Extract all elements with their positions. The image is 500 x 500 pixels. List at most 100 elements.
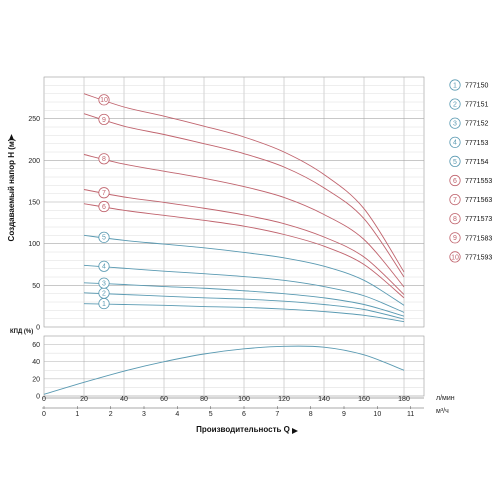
y-axis-arrow-icon bbox=[9, 134, 14, 140]
legend-series-name: 7771563 bbox=[465, 197, 492, 204]
curve-marker-4 bbox=[98, 260, 110, 272]
efficiency-curve bbox=[43, 345, 405, 395]
head-y-tick-label: 250 bbox=[28, 116, 40, 123]
x-tick-label-m3h: 2 bbox=[109, 411, 113, 418]
x-unit-lpm: л/мин bbox=[436, 395, 455, 402]
head-y-tick-label: 100 bbox=[28, 241, 40, 248]
head-curve-2 bbox=[83, 292, 405, 320]
curve-marker-10 bbox=[98, 94, 110, 106]
x-tick-label-lpm: 180 bbox=[398, 396, 410, 403]
legend-marker-6 bbox=[449, 174, 461, 187]
legend-marker-1 bbox=[449, 79, 461, 91]
x-tick-label-m3h: 7 bbox=[275, 411, 279, 418]
head-curve-3 bbox=[83, 282, 405, 317]
legend-marker-5 bbox=[449, 155, 461, 167]
legend-series-name: 7771553 bbox=[465, 178, 492, 185]
curve-marker-label-9: 9 bbox=[102, 117, 106, 124]
legend-series-name: 777154 bbox=[465, 159, 488, 166]
x-tick-label-lpm: 80 bbox=[200, 396, 208, 403]
legend-marker-label-4: 4 bbox=[453, 140, 457, 147]
curve-marker-label-10: 10 bbox=[100, 97, 108, 104]
head-curve-10 bbox=[83, 93, 405, 273]
legend-marker-label-1: 1 bbox=[453, 82, 457, 89]
curve-marker-label-8: 8 bbox=[102, 156, 106, 163]
x-tick-label-lpm: 160 bbox=[358, 396, 370, 403]
head-curve-8 bbox=[83, 154, 405, 288]
efficiency-y-tick-label: 20 bbox=[32, 376, 40, 383]
head-curve-7 bbox=[83, 189, 405, 295]
x-axis-title: Производительность Q bbox=[196, 425, 290, 434]
legend-marker-2 bbox=[449, 98, 461, 110]
head-curve-1 bbox=[83, 303, 405, 323]
curve-marker-label-3: 3 bbox=[102, 281, 106, 288]
legend-series-name: 777152 bbox=[465, 121, 488, 128]
curve-marker-3 bbox=[98, 277, 110, 289]
head-y-tick-label: 0 bbox=[36, 325, 40, 332]
x-tick-label-m3h: 9 bbox=[342, 411, 346, 418]
legend-marker-3 bbox=[449, 117, 461, 129]
legend-marker-9 bbox=[449, 232, 461, 244]
head-curve-4 bbox=[83, 264, 405, 313]
x-tick-label-lpm: 20 bbox=[80, 396, 88, 403]
legend-series-name: 7771593 bbox=[465, 254, 492, 261]
x-tick-label-m3h: 3 bbox=[142, 411, 146, 418]
x-tick-label-m3h: 10 bbox=[373, 411, 381, 418]
y-axis-title-efficiency: КПД (%) bbox=[10, 329, 33, 335]
legend-marker-label-2: 2 bbox=[453, 102, 457, 109]
legend-series-name: 777151 bbox=[465, 102, 488, 109]
head-curve-5 bbox=[83, 234, 405, 306]
legend-series-name: 7771583 bbox=[465, 235, 492, 242]
legend-series-name: 7771573 bbox=[465, 216, 492, 223]
curve-marker-7 bbox=[98, 187, 110, 199]
curve-marker-label-1: 1 bbox=[102, 301, 106, 308]
head-y-tick-label: 150 bbox=[28, 200, 40, 207]
x-tick-label-lpm: 100 bbox=[238, 396, 250, 403]
x-tick-label-m3h: 6 bbox=[242, 411, 246, 418]
x-tick-label-lpm: 60 bbox=[160, 396, 168, 403]
legend-marker-label-7: 7 bbox=[453, 197, 457, 204]
x-tick-label-lpm: 0 bbox=[42, 396, 46, 403]
head-y-tick-label: 200 bbox=[28, 158, 40, 165]
x-tick-label-m3h: 4 bbox=[175, 411, 179, 418]
x-tick-label-lpm: 140 bbox=[318, 396, 330, 403]
curve-marker-5 bbox=[98, 231, 110, 243]
curves: 1 2 3 4 5 6 7 8 9 10 bbox=[43, 93, 405, 395]
legend-marker-label-3: 3 bbox=[453, 121, 457, 128]
x-tick-label-m3h: 11 bbox=[407, 411, 414, 418]
y-axis-title-head: Создаваемый напор H (м) bbox=[7, 138, 16, 241]
legend-marker-label-6: 6 bbox=[453, 178, 457, 185]
x-axis-arrow-icon bbox=[292, 428, 298, 434]
x-tick-label-m3h: 1 bbox=[75, 411, 79, 418]
head-curve-9 bbox=[83, 113, 405, 278]
x-tick-label-lpm: 40 bbox=[120, 396, 128, 403]
legend-marker-label-10: 10 bbox=[451, 254, 459, 261]
curve-marker-9 bbox=[98, 113, 110, 126]
legend-series-name: 777150 bbox=[465, 83, 488, 90]
x-tick-label-m3h: 5 bbox=[209, 411, 213, 418]
curve-marker-label-5: 5 bbox=[102, 235, 106, 242]
curve-marker-8 bbox=[98, 153, 110, 165]
legend-marker-label-8: 8 bbox=[453, 216, 457, 223]
curve-marker-label-6: 6 bbox=[102, 204, 106, 211]
legend-marker-4 bbox=[449, 136, 461, 148]
legend-marker-label-5: 5 bbox=[453, 159, 457, 166]
curve-marker-label-7: 7 bbox=[102, 190, 106, 197]
curve-marker-label-2: 2 bbox=[102, 291, 106, 298]
efficiency-y-tick-label: 0 bbox=[36, 394, 40, 401]
efficiency-y-tick-label: 60 bbox=[32, 342, 40, 349]
legend: 1 777150 2 777151 3 777152 4 777153 5 777154 6 7771… bbox=[449, 79, 492, 263]
x-tick-label-m3h: 8 bbox=[309, 411, 313, 418]
head-y-tick-label: 50 bbox=[32, 283, 40, 290]
legend-marker-label-9: 9 bbox=[453, 235, 457, 242]
legend-series-name: 777153 bbox=[465, 140, 488, 147]
legend-marker-10 bbox=[449, 251, 461, 263]
legend-marker-7 bbox=[449, 194, 461, 206]
x-tick-label-m3h: 0 bbox=[42, 411, 46, 418]
head-curve-6 bbox=[83, 203, 405, 299]
efficiency-plot-frame bbox=[43, 335, 425, 397]
x-tick-label-lpm: 120 bbox=[278, 396, 290, 403]
curve-marker-label-4: 4 bbox=[102, 264, 106, 271]
x-unit-m3h: м³/ч bbox=[436, 408, 449, 415]
